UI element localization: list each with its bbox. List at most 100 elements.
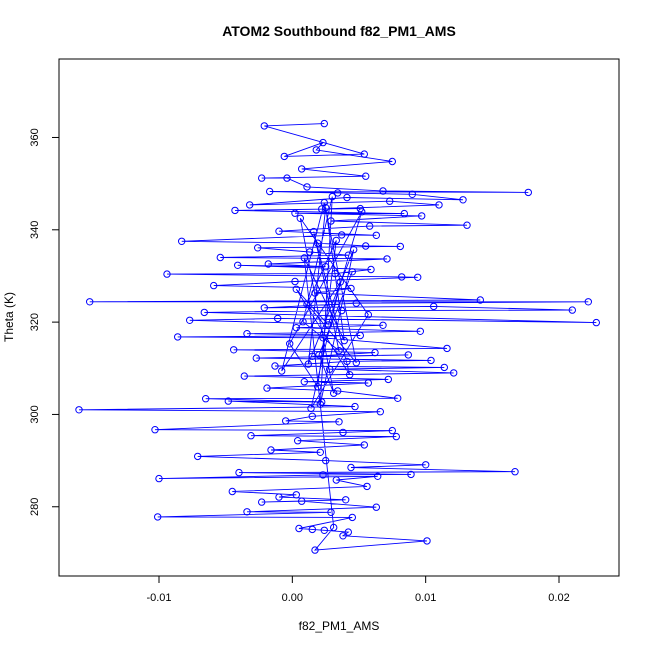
point-layer xyxy=(75,119,600,554)
data-point xyxy=(300,254,308,262)
data-point xyxy=(443,344,451,353)
data-point xyxy=(174,333,182,341)
data-point xyxy=(379,321,387,329)
plot-frame xyxy=(58,58,620,577)
data-point xyxy=(278,367,286,375)
data-point xyxy=(235,468,243,477)
data-point xyxy=(418,212,426,220)
data-point xyxy=(314,383,322,391)
data-point xyxy=(75,406,83,414)
data-point xyxy=(178,237,186,246)
data-point xyxy=(291,277,299,286)
data-point xyxy=(347,284,355,293)
data-point xyxy=(352,359,360,367)
data-point xyxy=(319,138,327,147)
data-point xyxy=(319,471,327,479)
data-point xyxy=(327,217,335,225)
data-point xyxy=(342,496,350,504)
data-point xyxy=(430,302,438,311)
data-point xyxy=(347,463,355,472)
data-point xyxy=(319,334,327,342)
data-point xyxy=(352,299,360,307)
data-point xyxy=(363,482,371,491)
data-point xyxy=(315,351,323,359)
data-point xyxy=(322,203,330,212)
data-point xyxy=(334,189,342,197)
data-point xyxy=(364,379,372,387)
data-point xyxy=(350,245,358,254)
data-point xyxy=(200,308,209,317)
data-point xyxy=(291,209,299,217)
data-point xyxy=(330,523,338,532)
data-point xyxy=(338,306,346,315)
data-point xyxy=(254,244,262,252)
data-point xyxy=(463,221,471,229)
data-point xyxy=(296,214,304,223)
data-point xyxy=(374,472,382,480)
y-tick-label: 340 xyxy=(29,221,41,239)
y-axis: 280 300 320 340 360 xyxy=(29,128,59,516)
data-point xyxy=(151,426,159,434)
data-point xyxy=(292,491,300,499)
data-point xyxy=(224,397,233,405)
data-point xyxy=(264,260,272,268)
data-point xyxy=(372,231,380,240)
data-point xyxy=(334,387,342,395)
data-point xyxy=(422,461,430,469)
data-point xyxy=(394,394,402,402)
data-point xyxy=(155,474,163,483)
data-point xyxy=(335,347,343,355)
data-point xyxy=(414,273,422,281)
data-point xyxy=(260,122,268,130)
data-point xyxy=(186,316,194,324)
data-point xyxy=(326,365,334,373)
data-point xyxy=(267,446,275,454)
data-point xyxy=(332,236,340,245)
data-point xyxy=(348,513,356,522)
data-point xyxy=(427,356,435,365)
data-point xyxy=(331,269,339,278)
data-point xyxy=(386,197,394,205)
data-point xyxy=(592,318,600,327)
data-point xyxy=(336,278,344,286)
data-point xyxy=(388,157,396,166)
data-point xyxy=(311,289,319,297)
data-point xyxy=(316,400,324,408)
data-point xyxy=(408,190,416,199)
data-point xyxy=(316,448,324,456)
x-axis: -0.01 0.00 0.01 0.02 xyxy=(146,576,570,604)
data-point xyxy=(314,239,322,247)
data-point xyxy=(312,146,320,154)
data-point xyxy=(243,508,251,516)
data-point xyxy=(320,119,328,128)
data-point xyxy=(335,418,343,426)
data-point xyxy=(303,183,311,191)
y-tick-label: 300 xyxy=(29,405,41,423)
data-point xyxy=(440,363,448,372)
data-point xyxy=(423,537,431,545)
data-point xyxy=(298,165,306,173)
data-point xyxy=(274,314,282,323)
data-point xyxy=(568,306,576,314)
data-point xyxy=(358,208,366,216)
data-point xyxy=(450,369,458,377)
data-point xyxy=(384,375,392,384)
data-point xyxy=(362,242,370,250)
data-point xyxy=(295,524,303,533)
x-tick-label: 0.02 xyxy=(548,592,569,604)
data-point xyxy=(299,318,307,326)
data-point xyxy=(258,498,266,506)
data-point xyxy=(286,340,294,348)
y-tick-label: 360 xyxy=(29,128,41,146)
data-point xyxy=(416,327,424,335)
data-point xyxy=(364,311,372,319)
data-point xyxy=(234,261,242,269)
data-point xyxy=(327,508,335,516)
data-point xyxy=(308,352,316,360)
data-point xyxy=(292,324,300,332)
data-point xyxy=(584,298,592,306)
data-point xyxy=(322,456,330,465)
data-point xyxy=(271,362,279,370)
data-point xyxy=(318,205,326,213)
y-axis-label: Theta (K) xyxy=(2,292,16,342)
